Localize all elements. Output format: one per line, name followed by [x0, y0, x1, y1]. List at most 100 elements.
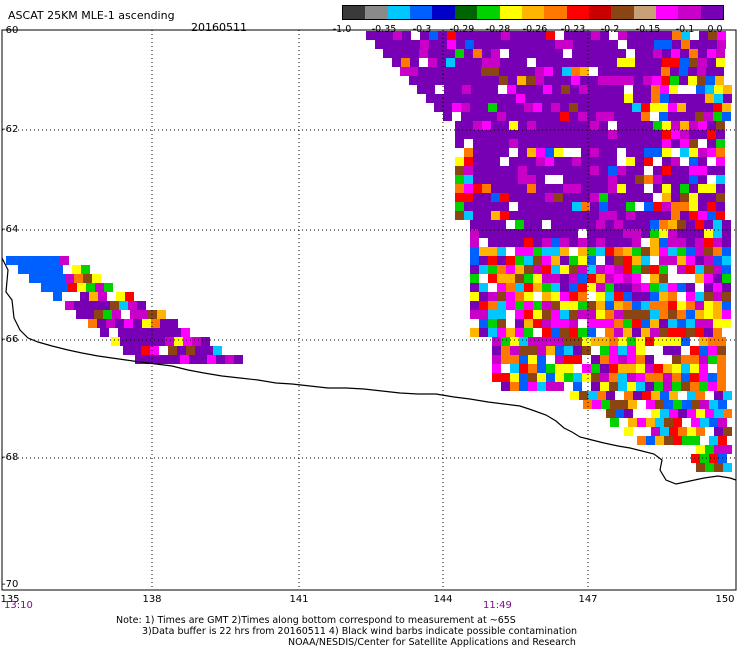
data-cell	[645, 382, 654, 391]
data-cell	[517, 76, 526, 85]
data-cell	[490, 76, 499, 85]
data-cell	[111, 337, 120, 346]
data-cell	[689, 184, 698, 193]
data-cell	[42, 256, 51, 265]
data-cell	[690, 337, 699, 346]
data-cell	[555, 382, 564, 391]
data-cell	[564, 31, 573, 40]
data-cell	[687, 427, 696, 436]
data-cell	[510, 40, 519, 49]
data-cell	[623, 274, 632, 283]
data-cell	[551, 247, 560, 256]
data-cell	[677, 310, 686, 319]
data-cell	[659, 238, 668, 247]
data-cell	[614, 274, 623, 283]
data-cell	[617, 166, 626, 175]
data-cell	[698, 49, 707, 58]
lat-label: -64	[2, 224, 19, 235]
data-cell	[614, 256, 623, 265]
data-cell	[636, 337, 645, 346]
data-cell	[482, 193, 491, 202]
data-cell	[479, 256, 488, 265]
data-cell	[677, 301, 686, 310]
data-cell	[654, 382, 663, 391]
chart-date: 20160511	[191, 21, 247, 34]
data-cell	[491, 202, 500, 211]
data-cell	[555, 337, 564, 346]
data-cell	[690, 373, 699, 382]
data-cell	[672, 31, 681, 40]
data-cell	[690, 364, 699, 373]
data-cell	[681, 373, 690, 382]
data-cell	[624, 85, 633, 94]
data-cell	[564, 382, 573, 391]
data-cell	[518, 121, 527, 130]
data-cell	[624, 94, 633, 103]
data-cell	[596, 256, 605, 265]
data-cell	[623, 292, 632, 301]
data-cell	[617, 175, 626, 184]
data-cell	[707, 139, 716, 148]
colorbar-segment	[343, 6, 366, 19]
data-cell	[578, 247, 587, 256]
data-cell	[681, 346, 690, 355]
data-cell	[436, 76, 445, 85]
time-label-middle: 11:49	[483, 600, 512, 611]
data-cell	[605, 103, 614, 112]
data-cell	[686, 112, 695, 121]
data-cell	[623, 265, 632, 274]
data-cell	[641, 301, 650, 310]
data-cell	[588, 85, 597, 94]
data-cell	[536, 202, 545, 211]
data-cell	[654, 31, 663, 40]
data-cell	[626, 148, 635, 157]
data-cell	[536, 130, 545, 139]
data-cell	[600, 40, 609, 49]
data-cell	[698, 166, 707, 175]
data-cell	[626, 121, 635, 130]
data-cell	[524, 292, 533, 301]
data-cell	[717, 40, 726, 49]
data-cell	[101, 301, 110, 310]
data-cell	[195, 346, 204, 355]
data-cell	[560, 256, 569, 265]
data-cell	[615, 94, 624, 103]
data-cell	[644, 130, 653, 139]
data-cell	[614, 103, 623, 112]
data-cell	[578, 310, 587, 319]
data-cell	[516, 94, 525, 103]
data-cell	[688, 67, 697, 76]
data-cell	[471, 94, 480, 103]
data-cell	[623, 103, 632, 112]
data-cell	[605, 319, 614, 328]
data-cell	[626, 139, 635, 148]
data-cell	[569, 220, 578, 229]
data-cell	[707, 211, 716, 220]
data-cell	[533, 112, 542, 121]
data-cell	[524, 256, 533, 265]
data-cell	[641, 274, 650, 283]
data-cell	[623, 256, 632, 265]
colorbar-label: -0.26	[522, 24, 548, 35]
data-cell	[633, 427, 642, 436]
data-cell	[614, 229, 623, 238]
data-cell	[599, 58, 608, 67]
data-cell	[470, 103, 479, 112]
data-cell	[518, 211, 527, 220]
data-cell	[653, 211, 662, 220]
data-cell	[659, 283, 668, 292]
data-cell	[429, 40, 438, 49]
data-cell	[713, 247, 722, 256]
data-cell	[669, 409, 678, 418]
data-cell	[686, 319, 695, 328]
data-cell	[605, 301, 614, 310]
data-cell	[605, 283, 614, 292]
data-cell	[561, 85, 570, 94]
data-cell	[546, 382, 555, 391]
data-cell	[596, 247, 605, 256]
data-cell	[519, 364, 528, 373]
data-cell	[627, 373, 636, 382]
data-cell	[508, 67, 517, 76]
data-cell	[509, 211, 518, 220]
data-cell	[572, 130, 581, 139]
